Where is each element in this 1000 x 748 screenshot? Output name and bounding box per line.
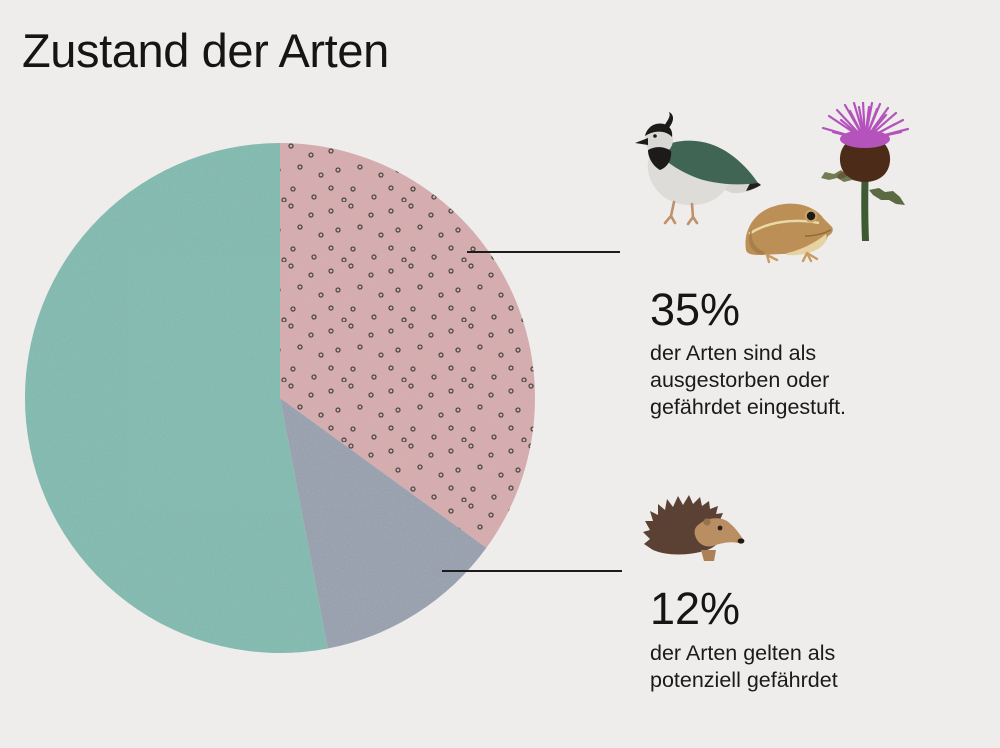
label-35-line2: ausgestorben oder: [650, 368, 830, 392]
lapwing-bird-icon: [635, 112, 761, 226]
frog-icon: [745, 203, 833, 264]
hedgehog-icon: [643, 495, 745, 561]
thistle-flower-icon: [821, 102, 910, 241]
pie-chart: [24, 143, 536, 653]
label-35-line1: der Arten sind als: [650, 341, 817, 365]
label-12-line1: der Arten gelten als: [650, 641, 836, 665]
label-12: der Arten gelten als potenziell gefährde…: [650, 640, 838, 694]
leader-line-12: [442, 570, 622, 572]
pie-grain-texture: [25, 143, 535, 653]
leader-line-35: [467, 251, 620, 253]
label-12-line2: potenziell gefährdet: [650, 668, 838, 692]
label-35-line3: gefährdet eingestuft.: [650, 395, 847, 419]
label-35: der Arten sind als ausgestorben oder gef…: [650, 340, 846, 421]
page-title: Zustand der Arten: [22, 24, 389, 77]
percent-12: 12%: [650, 583, 741, 634]
percent-35: 35%: [650, 284, 741, 335]
